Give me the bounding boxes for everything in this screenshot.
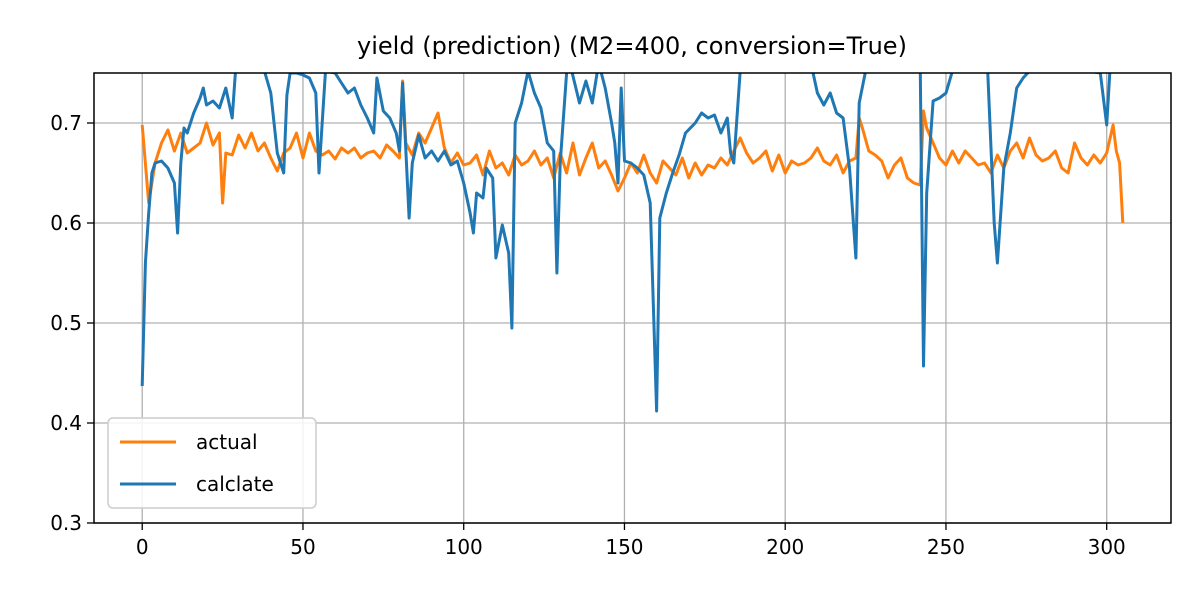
legend: actual calclate xyxy=(107,417,317,509)
legend-label-actual: actual xyxy=(196,430,258,454)
x-tick-label: 250 xyxy=(927,535,965,559)
x-axis: 0 50 100 150 200 250 300 xyxy=(136,523,1126,559)
x-tick-label: 100 xyxy=(445,535,483,559)
series-layer xyxy=(140,73,1125,413)
y-tick-label: 0.7 xyxy=(50,111,82,135)
x-tick-label: 150 xyxy=(605,535,643,559)
y-tick-label: 0.5 xyxy=(50,311,82,335)
x-tick-label: 50 xyxy=(290,535,315,559)
y-axis: 0.3 0.4 0.5 0.6 0.7 xyxy=(50,111,94,535)
series-line-calclate xyxy=(140,73,1112,413)
plot-frame xyxy=(93,72,1172,524)
legend-label-calclate: calclate xyxy=(196,472,274,496)
x-tick-label: 0 xyxy=(136,535,149,559)
y-tick-label: 0.3 xyxy=(50,511,82,535)
y-tick-label: 0.4 xyxy=(50,411,82,435)
x-tick-label: 200 xyxy=(766,535,804,559)
x-tick-label: 300 xyxy=(1088,535,1126,559)
y-tick-label: 0.6 xyxy=(50,211,82,235)
series-line-actual xyxy=(140,79,1125,224)
chart-title: yield (prediction) (M2=400, conversion=T… xyxy=(357,32,907,60)
